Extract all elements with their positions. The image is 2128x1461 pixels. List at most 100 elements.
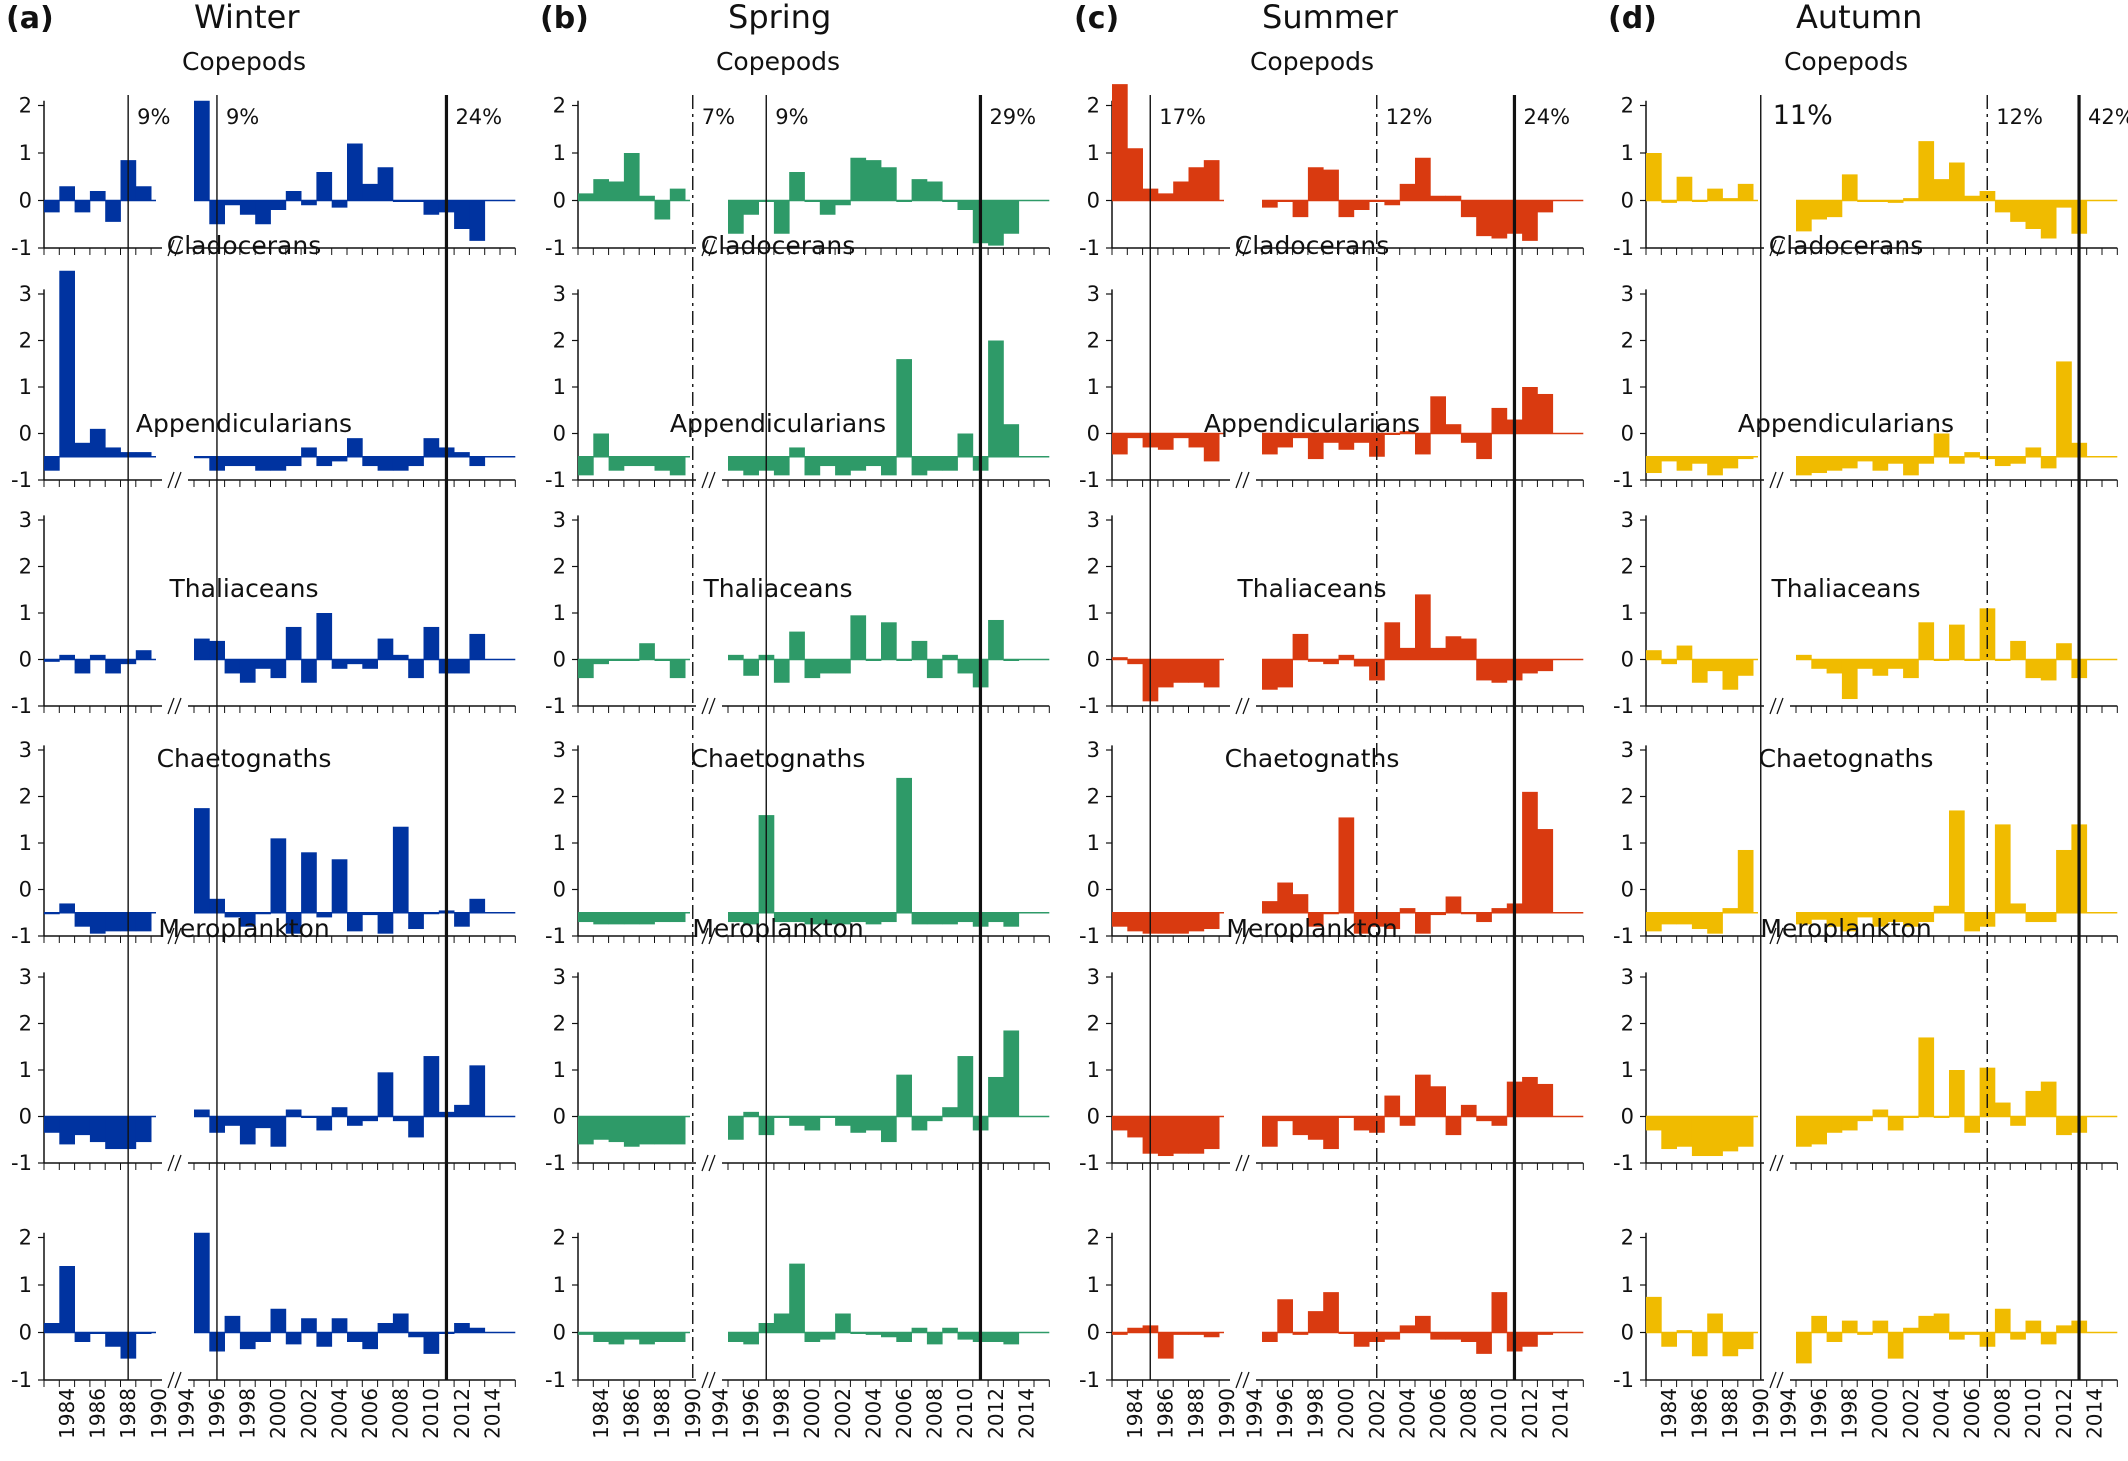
- y-tick-label: 2: [1621, 94, 1634, 118]
- year-label: 2008: [923, 1388, 947, 1439]
- y-tick-label: 2: [19, 555, 32, 579]
- bar-meroplankton: [2025, 1320, 2042, 1333]
- bar-copepods: [623, 153, 640, 201]
- bar-chaetognaths: [44, 1116, 60, 1133]
- y-tick-label: 3: [19, 282, 32, 306]
- bar-meroplankton: [135, 1332, 152, 1334]
- bar-thaliaceans: [1707, 912, 1723, 934]
- year-label: 2008: [389, 1388, 413, 1439]
- bar-cladocerans: [2010, 456, 2026, 464]
- bar-thaliaceans: [926, 912, 943, 925]
- bar-appendicularians: [1737, 659, 1754, 676]
- bar-appendicularians: [316, 613, 333, 660]
- bar-meroplankton: [988, 1332, 1004, 1342]
- panel-letter: (a): [6, 1, 54, 36]
- y-tick-label: 1: [1621, 375, 1634, 399]
- year-label: 1998: [1838, 1388, 1862, 1439]
- bar-thaliaceans: [194, 808, 210, 913]
- y-tick-label: 3: [553, 508, 566, 532]
- bar-meroplankton: [1491, 1292, 1508, 1333]
- bar-copepods: [2040, 200, 2057, 239]
- bar-cladocerans: [1537, 393, 1554, 434]
- bar-thaliaceans: [881, 912, 897, 923]
- bar-thaliaceans: [1307, 912, 1324, 927]
- bar-cladocerans: [285, 456, 302, 467]
- bar-appendicularians: [362, 659, 378, 669]
- bar-copepods: [362, 183, 378, 201]
- year-label: 1984: [1123, 1388, 1147, 1439]
- year-label: 2014: [2082, 1388, 2106, 1439]
- bar-chaetognaths: [654, 1116, 671, 1145]
- bar-meroplankton: [1203, 1332, 1220, 1338]
- taxon-label: Appendicularians: [136, 409, 352, 438]
- bar-copepods: [1691, 200, 1708, 202]
- year-label: 2010: [2021, 1388, 2045, 1439]
- bar-meroplankton: [865, 1332, 882, 1335]
- bar-chaetognaths: [2010, 1116, 2026, 1126]
- bar-cladocerans: [728, 456, 744, 471]
- bar-copepods: [1949, 162, 1965, 201]
- bar-cladocerans: [881, 456, 897, 476]
- bar-cladocerans: [896, 359, 912, 457]
- bar-thaliaceans: [301, 852, 317, 913]
- season-title: Winter: [194, 0, 300, 36]
- axis-break: [1769, 927, 1777, 945]
- y-tick-label: -1: [11, 924, 32, 948]
- bar-chaetognaths: [957, 1056, 974, 1117]
- bar-thaliaceans: [347, 912, 363, 932]
- bar-chaetognaths: [224, 1116, 241, 1126]
- bar-appendicularians: [1460, 638, 1477, 660]
- bar-cladocerans: [942, 456, 958, 471]
- bar-thaliaceans: [1460, 912, 1477, 915]
- bar-copepods: [1369, 200, 1385, 202]
- bar-chaetognaths: [423, 1056, 440, 1117]
- bar-chaetognaths: [1994, 1102, 2011, 1117]
- bar-thaliaceans: [1292, 894, 1309, 913]
- bar-copepods: [1476, 200, 1492, 237]
- y-tick-label: 1: [1621, 601, 1634, 625]
- y-tick-label: 0: [553, 189, 566, 213]
- bar-copepods: [44, 200, 60, 213]
- bar-copepods: [347, 143, 363, 201]
- axis-break: [167, 697, 175, 715]
- bar-cladocerans: [1522, 387, 1538, 434]
- bar-cladocerans: [2056, 361, 2072, 457]
- axis-break: [1242, 471, 1250, 489]
- bar-thaliaceans: [654, 912, 671, 923]
- bar-thaliaceans: [270, 838, 287, 913]
- bar-cladocerans: [1918, 456, 1935, 464]
- axis-break: [708, 1154, 716, 1172]
- year-label: 2012: [2052, 1388, 2076, 1439]
- bar-cladocerans: [1003, 424, 1020, 457]
- bar-cladocerans: [347, 438, 363, 457]
- y-tick-label: -1: [545, 468, 566, 492]
- bar-cladocerans: [408, 456, 424, 467]
- year-label: 1984: [55, 1388, 79, 1439]
- y-tick-label: 0: [553, 422, 566, 446]
- y-tick-label: -1: [11, 468, 32, 492]
- bar-cladocerans: [926, 456, 943, 471]
- bar-thaliaceans: [593, 912, 609, 925]
- bar-cladocerans: [423, 438, 440, 457]
- y-tick-label: 1: [19, 1058, 32, 1082]
- y-tick-label: 2: [553, 329, 566, 353]
- bar-appendicularians: [454, 659, 470, 674]
- bar-cladocerans: [135, 452, 152, 457]
- bar-thaliaceans: [1003, 912, 1020, 927]
- axis-break: [174, 471, 182, 489]
- bar-meroplankton: [1918, 1315, 1935, 1333]
- bar-meroplankton: [942, 1327, 958, 1333]
- bar-copepods: [1157, 193, 1174, 201]
- bar-chaetognaths: [926, 1116, 943, 1122]
- bar-chaetognaths: [1127, 1116, 1143, 1138]
- bar-chaetognaths: [1737, 1116, 1754, 1147]
- bar-appendicularians: [608, 659, 625, 661]
- bar-chaetognaths: [865, 1116, 882, 1131]
- bar-appendicularians: [926, 659, 943, 679]
- taxon-label: Copepods: [1250, 47, 1374, 76]
- bar-cladocerans: [270, 456, 287, 471]
- panel-thaliaceans: Thaliaceans 3 2 1 0 -1: [1079, 574, 1584, 948]
- bar-copepods: [1292, 200, 1309, 218]
- year-label: 2002: [1899, 1388, 1923, 1439]
- bar-thaliaceans: [608, 912, 625, 925]
